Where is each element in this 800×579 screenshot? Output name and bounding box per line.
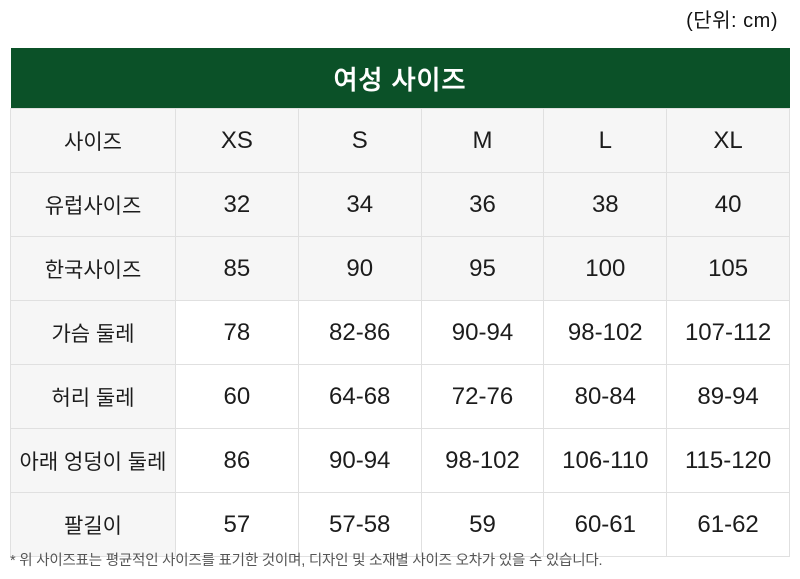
value-cell: 72-76: [420, 364, 545, 429]
value-cell: 107-112: [666, 300, 790, 365]
value-cell: 90-94: [420, 300, 545, 365]
table-title: 여성 사이즈: [10, 48, 790, 109]
value-cell: 89-94: [666, 364, 790, 429]
value-cell: 78: [175, 300, 299, 365]
value-cell: 34: [297, 172, 422, 237]
table-row: 한국사이즈 85 90 95 100 105: [10, 236, 790, 301]
value-cell: 100: [543, 236, 668, 301]
value-cell: 60-61: [543, 492, 668, 557]
value-cell: 106-110: [543, 428, 668, 493]
value-cell: M: [420, 108, 545, 173]
table-row: 허리 둘레 60 64-68 72-76 80-84 89-94: [10, 364, 790, 429]
table-row: 가슴 둘레 78 82-86 90-94 98-102 107-112: [10, 300, 790, 365]
value-cell: 64-68: [297, 364, 422, 429]
value-cell: XL: [666, 108, 790, 173]
unit-label: (단위: cm): [686, 10, 778, 32]
table-title-row: 여성 사이즈: [10, 48, 790, 109]
table-row: 사이즈 XS S M L XL: [10, 108, 790, 173]
value-cell: 80-84: [543, 364, 668, 429]
table-row: 팔길이 57 57-58 59 60-61 61-62: [10, 492, 790, 557]
value-cell: 90: [297, 236, 422, 301]
row-label: 유럽사이즈: [10, 172, 176, 237]
value-cell: S: [297, 108, 422, 173]
value-cell: 90-94: [297, 428, 422, 493]
value-cell: 98-102: [543, 300, 668, 365]
value-cell: 95: [420, 236, 545, 301]
value-cell: 86: [175, 428, 299, 493]
value-cell: 40: [666, 172, 790, 237]
row-label: 아래 엉덩이 둘레: [10, 428, 176, 493]
size-table-body: 사이즈 XS S M L XL 유럽사이즈 32 34 36 38 40 한국사이즈 85 90 95 100 1…: [10, 108, 790, 557]
value-cell: 36: [420, 172, 545, 237]
value-cell: 98-102: [420, 428, 545, 493]
row-label: 허리 둘레: [10, 364, 176, 429]
size-table: 여성 사이즈 사이즈 XS S M L XL 유럽사이즈 32 34 36 38 40 한국사이즈 85 9…: [10, 48, 790, 557]
value-cell: 57-58: [297, 492, 422, 557]
value-cell: 61-62: [666, 492, 790, 557]
value-cell: 32: [175, 172, 299, 237]
table-row: 아래 엉덩이 둘레 86 90-94 98-102 106-110 115-120: [10, 428, 790, 493]
value-cell: XS: [175, 108, 299, 173]
value-cell: 115-120: [666, 428, 790, 493]
value-cell: 57: [175, 492, 299, 557]
value-cell: 38: [543, 172, 668, 237]
table-row: 유럽사이즈 32 34 36 38 40: [10, 172, 790, 237]
value-cell: 60: [175, 364, 299, 429]
value-cell: 59: [420, 492, 545, 557]
value-cell: L: [543, 108, 668, 173]
row-label: 팔길이: [10, 492, 176, 557]
row-label: 사이즈: [10, 108, 176, 173]
value-cell: 105: [666, 236, 790, 301]
value-cell: 82-86: [297, 300, 422, 365]
row-label: 한국사이즈: [10, 236, 176, 301]
footnote: * 위 사이즈표는 평균적인 사이즈를 표기한 것이며, 디자인 및 소재별 사…: [10, 553, 603, 569]
row-label: 가슴 둘레: [10, 300, 176, 365]
value-cell: 85: [175, 236, 299, 301]
